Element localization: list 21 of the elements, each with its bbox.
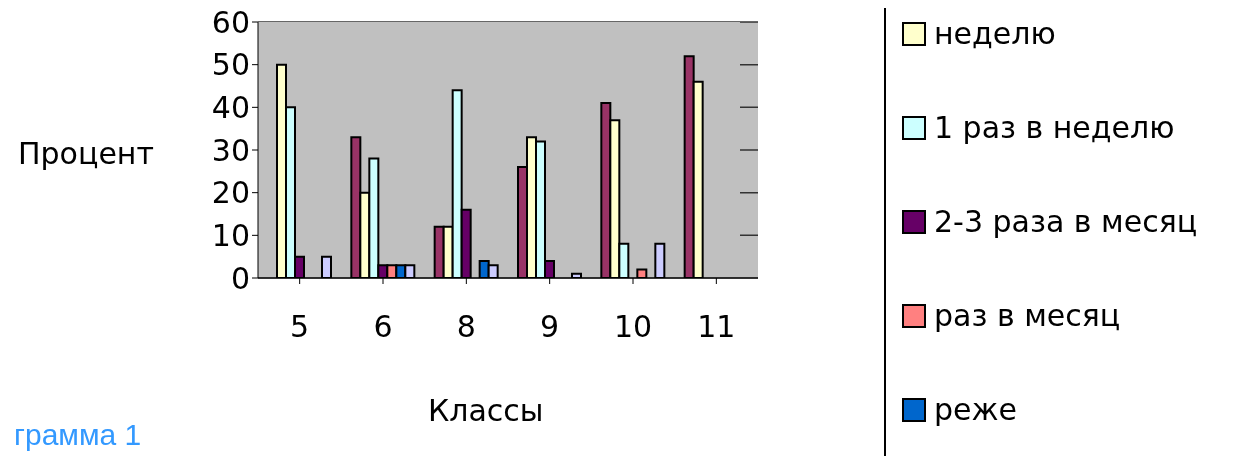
legend-label: 1 раз в неделю: [933, 110, 1175, 145]
x-tick-label: 11: [697, 309, 736, 345]
y-tick-label: 0: [230, 260, 250, 296]
x-tick-label: 8: [456, 309, 476, 345]
text: грамма 1: [14, 418, 142, 452]
y-tick-label: 30: [211, 132, 250, 168]
x-tick-label: 9: [540, 309, 560, 345]
y-tick-label: 60: [211, 4, 250, 40]
legend-label: раз в месяц: [933, 298, 1121, 333]
y-axis-title: Процент: [18, 136, 154, 171]
legend-label: неделю: [933, 16, 1056, 51]
x-tick-label: 10: [613, 309, 653, 345]
y-tick-label: 50: [211, 47, 250, 83]
x-tick-label: 6: [373, 309, 393, 345]
y-tick-label: 20: [211, 175, 250, 211]
legend-label: реже: [933, 392, 1017, 427]
legend-label: 2-3 раза в месяц: [933, 204, 1198, 239]
x-tick-label: 5: [290, 309, 310, 345]
y-tick-label: 40: [211, 89, 250, 125]
y-tick-label: 10: [211, 217, 250, 253]
x-axis-title: Классы: [428, 393, 544, 428]
